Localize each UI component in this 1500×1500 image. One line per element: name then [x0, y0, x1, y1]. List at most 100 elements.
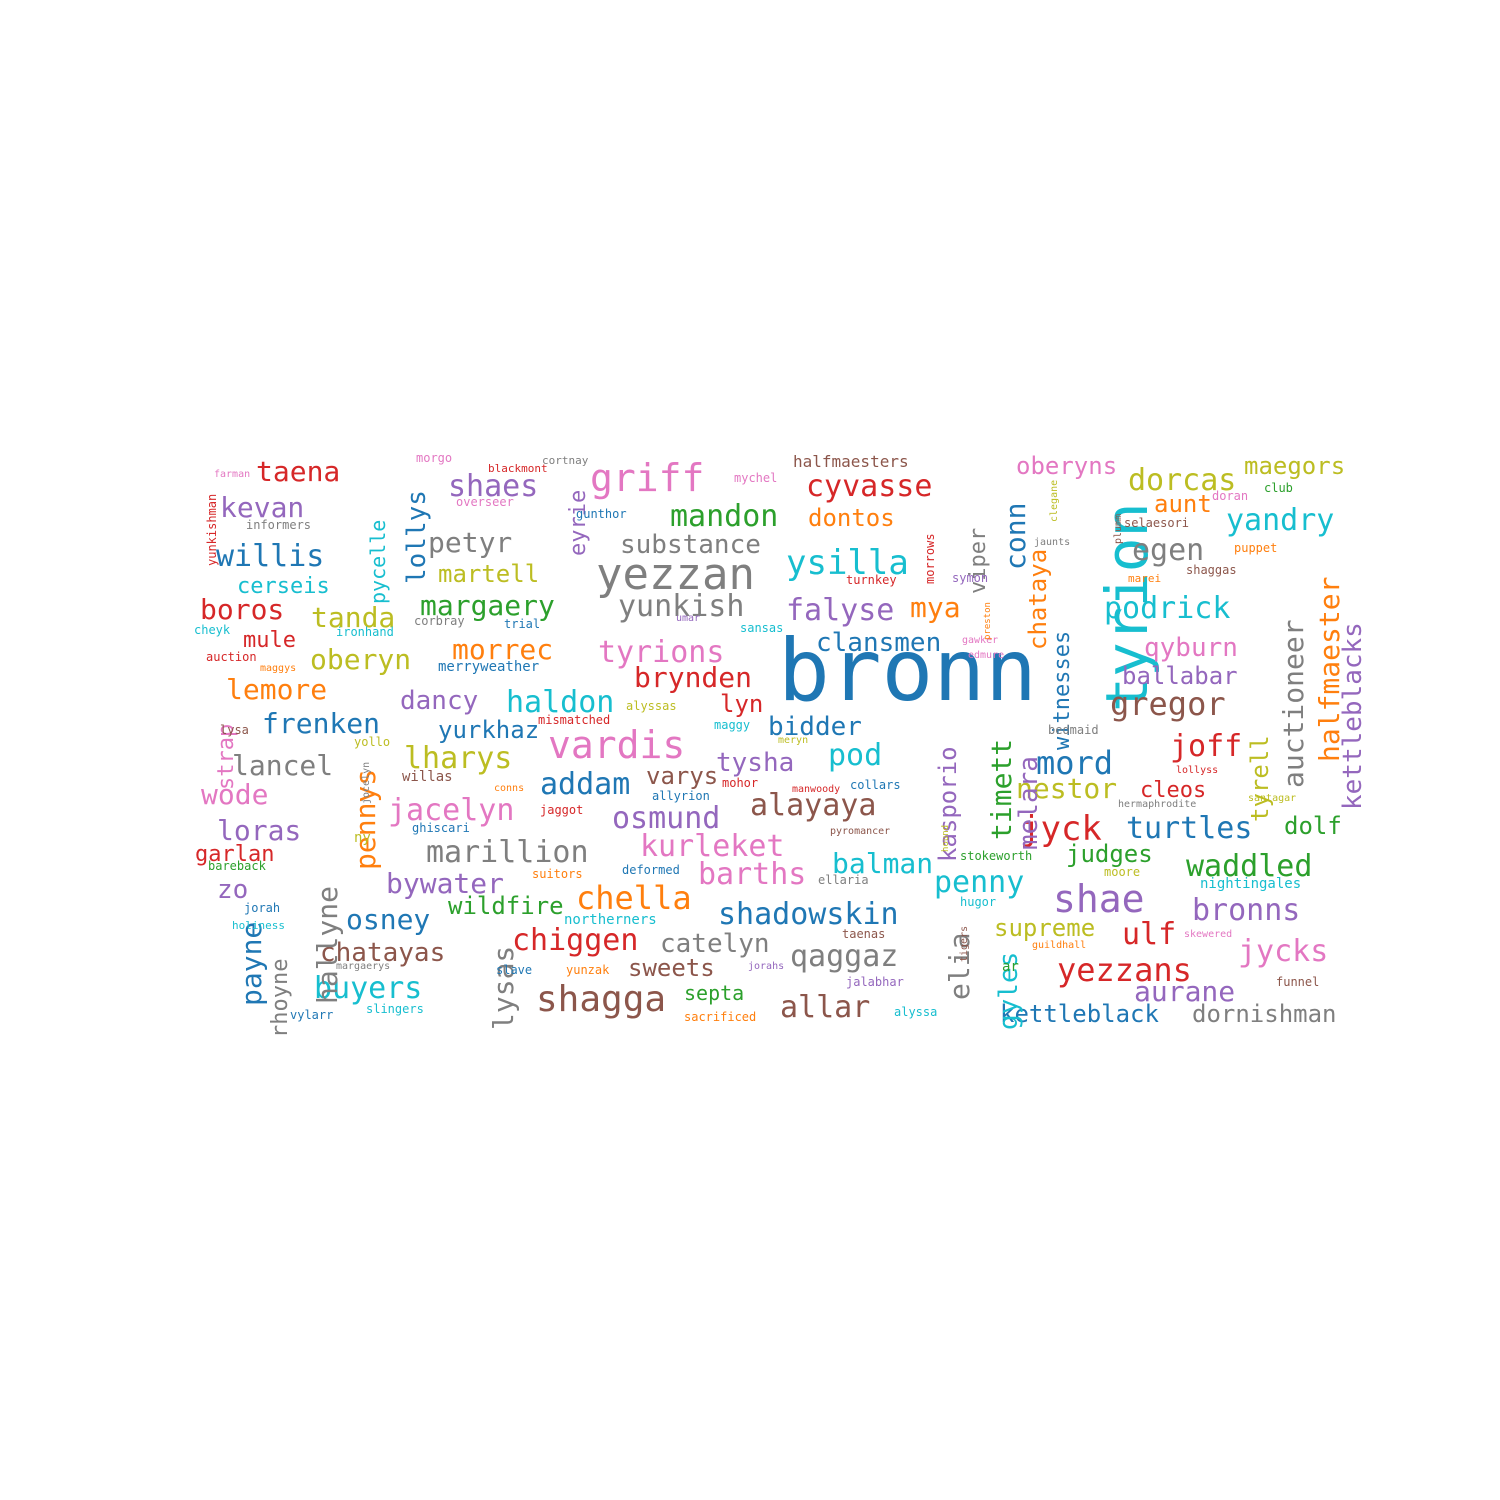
- word-plumm: plumm: [1113, 513, 1124, 544]
- word-oberyn: oberyn: [310, 643, 412, 676]
- word-lancel: lancel: [232, 749, 334, 782]
- word-halfmaesters: halfmaesters: [793, 452, 909, 471]
- word-lharys: lharys: [404, 741, 513, 776]
- word-ny: ny: [354, 830, 371, 846]
- word-meryn: meryn: [778, 735, 809, 746]
- word-podrick: podrick: [1104, 591, 1231, 626]
- word-judges: judges: [1066, 840, 1153, 868]
- word-collars: collars: [850, 778, 901, 792]
- word-falyse: falyse: [786, 593, 895, 628]
- word-ballabar: ballabar: [1122, 662, 1238, 690]
- word-auctioneer: auctioneer: [1277, 619, 1310, 788]
- word-bywater: bywater: [386, 867, 505, 900]
- word-hallyne: hallyne: [311, 885, 344, 1004]
- word-bareback: bareback: [208, 859, 266, 873]
- word-maggys: maggys: [260, 663, 297, 674]
- word-balman: balman: [832, 847, 934, 880]
- word-tyrell: tyrell: [1246, 735, 1274, 822]
- word-maegors: maegors: [1244, 452, 1346, 480]
- word-shaggas: shaggas: [1186, 563, 1237, 577]
- word-farman: farman: [214, 469, 251, 480]
- word-aurane: aurane: [1134, 975, 1236, 1008]
- word-allyrion: allyrion: [652, 789, 710, 803]
- word-informers: informers: [246, 518, 312, 532]
- word-sweets: sweets: [628, 954, 715, 982]
- word-loras: loras: [217, 814, 302, 847]
- word-merryweather: merryweather: [438, 659, 540, 675]
- word-manwoody: manwoody: [792, 784, 841, 795]
- word-kevan: kevan: [220, 491, 305, 524]
- word-jocelyn: jocelyn: [361, 761, 372, 804]
- word-puppet: puppet: [1234, 541, 1278, 555]
- word-addam: addam: [540, 767, 631, 802]
- word-blackmont: blackmont: [488, 462, 548, 475]
- word-alyssa: alyssa: [894, 1005, 938, 1019]
- word-septa: septa: [684, 981, 745, 1005]
- word-overseer: overseer: [456, 495, 514, 509]
- word-qyburn: qyburn: [1144, 633, 1238, 663]
- word-chatayas: chatayas: [320, 938, 446, 968]
- word-osmund: osmund: [612, 801, 721, 836]
- word-cortnay: cortnay: [542, 454, 589, 467]
- word-lemore: lemore: [226, 673, 328, 706]
- word-yandry: yandry: [1226, 503, 1335, 538]
- word-deformed: deformed: [622, 863, 680, 877]
- word-slingers: slingers: [366, 1002, 424, 1016]
- word-substance: substance: [620, 530, 761, 560]
- word-marei: marei: [1128, 572, 1162, 585]
- word-maggy: maggy: [714, 718, 751, 732]
- word-yollo: yollo: [354, 735, 391, 749]
- word-willas: willas: [402, 769, 453, 785]
- word-aunt: aunt: [1154, 490, 1212, 518]
- word-hugor: hugor: [960, 895, 997, 909]
- word-garlan: garlan: [195, 842, 275, 867]
- word-allar: allar: [780, 990, 871, 1025]
- word-jycks: jycks: [1238, 934, 1329, 969]
- word-vardis: vardis: [548, 723, 686, 767]
- word-yezzans: yezzans: [1057, 951, 1192, 989]
- word-tigers: tigers: [959, 925, 970, 962]
- word-jyck: jyck: [1020, 809, 1102, 849]
- word-mismatched: mismatched: [538, 713, 611, 727]
- word-frenken: frenken: [262, 707, 381, 740]
- word-mord: mord: [1036, 744, 1114, 782]
- word-bidder: bidder: [768, 712, 862, 742]
- word-dontos: dontos: [808, 504, 895, 532]
- word-shadowskin: shadowskin: [718, 897, 899, 932]
- word-haldon: haldon: [506, 685, 615, 720]
- word-stokeworth: stokeworth: [960, 849, 1033, 863]
- word-edmure: edmure: [968, 650, 1005, 661]
- word-slave: slave: [496, 963, 533, 977]
- word-cheyk: cheyk: [194, 623, 231, 637]
- word-doran: doran: [1212, 489, 1249, 503]
- word-morgo: morgo: [416, 451, 453, 465]
- word-mule: mule: [243, 628, 296, 653]
- word-dolf: dolf: [1284, 812, 1342, 840]
- word-bedmaid: bedmaid: [1048, 723, 1099, 737]
- word-lollys: lollys: [402, 490, 432, 584]
- word-pycelle: pycelle: [366, 519, 390, 604]
- word-payne: payne: [235, 921, 268, 1006]
- word-corbray: corbray: [414, 614, 465, 628]
- word-qaggaz: qaggaz: [790, 939, 899, 974]
- word-lyn: lyn: [720, 690, 764, 718]
- word-jacelyn: jacelyn: [388, 793, 515, 828]
- word-cyvasse: cyvasse: [806, 469, 933, 504]
- word-yunkish: yunkish: [618, 589, 745, 624]
- word-clansmen: clansmen: [816, 628, 942, 658]
- word-osney: osney: [346, 903, 431, 936]
- word-timett: timett: [985, 738, 1018, 840]
- word-ar: ar: [1002, 959, 1019, 975]
- word-buyers: buyers: [314, 971, 423, 1006]
- word-hound: hound: [941, 824, 951, 852]
- word-nightingales: nightingales: [1200, 876, 1302, 892]
- word-zo: zo: [217, 875, 249, 905]
- word-northerners: northerners: [564, 912, 657, 928]
- word-chiggen: chiggen: [512, 923, 639, 958]
- word-oberyns: oberyns: [1016, 452, 1118, 480]
- word-yezzan: yezzan: [596, 549, 755, 600]
- word-supreme: supreme: [994, 914, 1096, 942]
- word-shae: shae: [1053, 877, 1145, 921]
- word-jorah: jorah: [244, 901, 281, 915]
